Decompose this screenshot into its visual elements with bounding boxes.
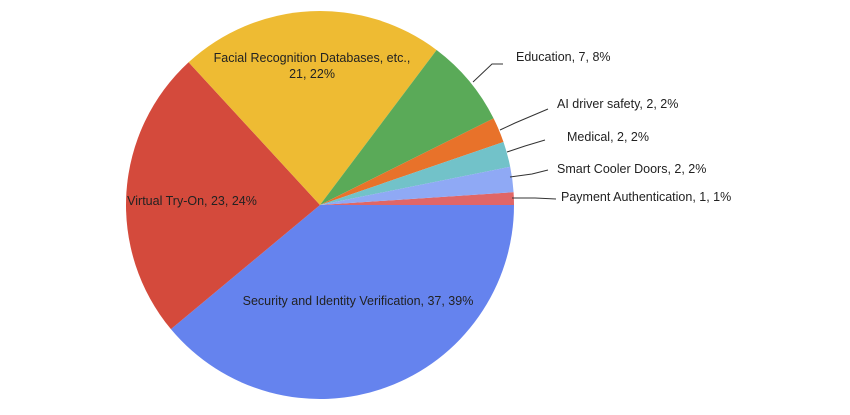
label-education: Education, 7, 8%	[516, 50, 611, 64]
leader-line-smart-cooler	[509, 169, 549, 178]
pie-slice-facial-recognition-databases-etc	[188, 11, 437, 206]
label-security-identity: Security and Identity Verification, 37, …	[243, 294, 474, 308]
label-payment-authentication: Payment Authentication, 1, 1%	[561, 190, 731, 204]
pie-slice-smart-cooler-doors	[320, 166, 514, 205]
leader-line-medical	[506, 139, 546, 153]
pie-slice-payment-authentication	[320, 192, 515, 205]
label-facial-recognition-line1: Facial Recognition Databases, etc.,	[214, 51, 411, 65]
label-facial-recognition-line2: 21, 22%	[289, 67, 335, 81]
leader-line-payment	[512, 197, 557, 200]
pie-slice-education	[320, 49, 494, 206]
label-virtual-try-on: Virtual Try-On, 23, 24%	[127, 194, 257, 208]
pie-slice-ai-driver-safety	[320, 118, 504, 205]
label-smart-cooler-doors: Smart Cooler Doors, 2, 2%	[557, 162, 706, 176]
leader-lines	[472, 63, 557, 200]
leader-line-ai-driver	[499, 108, 549, 131]
leader-line-education	[472, 63, 503, 83]
pie-slice-medical	[320, 142, 511, 205]
pie-slices	[126, 11, 515, 399]
pie-slice-security-and-identity-verification	[170, 205, 514, 399]
label-ai-driver-safety: AI driver safety, 2, 2%	[557, 97, 678, 111]
label-medical: Medical, 2, 2%	[567, 130, 649, 144]
pie-slice-virtual-try-on	[126, 62, 320, 330]
